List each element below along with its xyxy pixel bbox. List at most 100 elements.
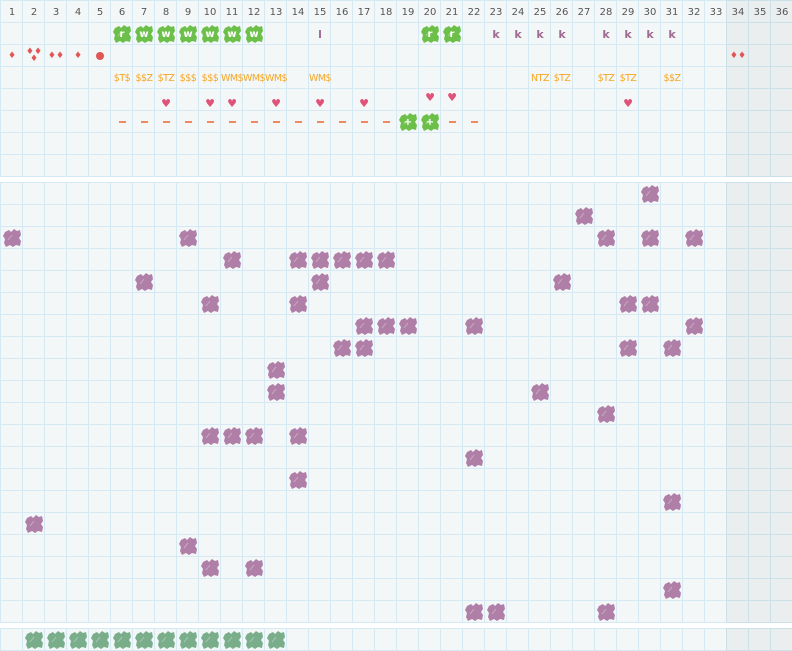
green-token[interactable]: w [155, 23, 177, 45]
letter-marker[interactable]: k [536, 27, 544, 41]
purple-blob[interactable] [595, 601, 617, 623]
green-token[interactable]: w [221, 23, 243, 45]
purple-blob[interactable] [243, 557, 265, 579]
teal-blob[interactable] [243, 629, 265, 651]
heart-icon[interactable]: ♥ [271, 97, 281, 110]
purple-blob[interactable] [287, 425, 309, 447]
purple-blob[interactable] [551, 271, 573, 293]
purple-blob[interactable] [287, 293, 309, 315]
heart-icon[interactable]: ♥ [161, 97, 171, 110]
purple-blob[interactable] [353, 249, 375, 271]
purple-blob[interactable] [661, 337, 683, 359]
purple-blob[interactable] [331, 249, 353, 271]
letter-marker[interactable]: k [646, 27, 654, 41]
purple-blob[interactable] [309, 249, 331, 271]
purple-blob[interactable] [595, 403, 617, 425]
purple-blob[interactable] [463, 447, 485, 469]
purple-blob[interactable] [485, 601, 507, 623]
letter-marker[interactable]: k [558, 27, 566, 41]
purple-blob-icon [222, 250, 242, 270]
heart-icon[interactable]: ♥ [425, 91, 435, 104]
purple-blob[interactable] [375, 249, 397, 271]
purple-blob-icon [662, 338, 682, 358]
purple-blob[interactable] [265, 359, 287, 381]
purple-blob[interactable] [639, 227, 661, 249]
purple-blob[interactable] [661, 579, 683, 601]
letter-marker[interactable]: k [668, 27, 676, 41]
purple-blob-icon [200, 294, 220, 314]
teal-blob[interactable] [133, 629, 155, 651]
purple-blob[interactable] [617, 293, 639, 315]
teal-blob[interactable] [177, 629, 199, 651]
teal-blob[interactable] [23, 629, 45, 651]
teal-blob[interactable] [221, 629, 243, 651]
heart-icon[interactable]: ♥ [227, 97, 237, 110]
purple-blob[interactable] [617, 337, 639, 359]
letter-marker[interactable]: k [514, 27, 522, 41]
purple-blob[interactable] [133, 271, 155, 293]
teal-blob[interactable] [67, 629, 89, 651]
purple-blob[interactable] [243, 425, 265, 447]
tag-label: $TZ [619, 72, 637, 84]
purple-blob-icon [310, 272, 330, 292]
column-header: 5 [96, 6, 104, 18]
purple-blob[interactable] [177, 227, 199, 249]
purple-blob[interactable] [683, 227, 705, 249]
purple-blob[interactable] [463, 601, 485, 623]
purple-blob[interactable] [353, 337, 375, 359]
purple-blob[interactable] [573, 205, 595, 227]
purple-blob[interactable] [331, 337, 353, 359]
purple-blob[interactable] [199, 293, 221, 315]
green-token[interactable]: w [243, 23, 265, 45]
inactive-columns [726, 628, 792, 651]
heart-icon[interactable]: ♥ [359, 97, 369, 110]
purple-blob[interactable] [23, 513, 45, 535]
letter-marker[interactable]: k [624, 27, 632, 41]
plus-token[interactable]: + [419, 111, 441, 133]
green-token[interactable]: r [419, 23, 441, 45]
dash-marker [463, 111, 485, 133]
teal-blob[interactable] [199, 629, 221, 651]
purple-blob[interactable] [595, 227, 617, 249]
purple-blob[interactable] [375, 315, 397, 337]
green-token[interactable]: w [133, 23, 155, 45]
purple-blob[interactable] [221, 249, 243, 271]
purple-blob[interactable] [309, 271, 331, 293]
purple-blob[interactable] [287, 249, 309, 271]
green-token[interactable]: w [177, 23, 199, 45]
purple-blob[interactable] [221, 425, 243, 447]
purple-blob-icon [200, 426, 220, 446]
green-token[interactable]: r [111, 23, 133, 45]
teal-blob[interactable] [155, 629, 177, 651]
teal-blob[interactable] [265, 629, 287, 651]
green-token[interactable]: r [441, 23, 463, 45]
letter-marker[interactable]: k [492, 27, 500, 41]
purple-blob[interactable] [177, 535, 199, 557]
purple-blob[interactable] [639, 293, 661, 315]
dash-marker [221, 111, 243, 133]
purple-blob[interactable] [199, 557, 221, 579]
heart-icon[interactable]: ♥ [447, 91, 457, 104]
purple-blob[interactable] [639, 183, 661, 205]
purple-blob[interactable] [353, 315, 375, 337]
purple-blob[interactable] [683, 315, 705, 337]
letter-marker[interactable]: k [602, 27, 610, 41]
purple-blob[interactable] [287, 469, 309, 491]
purple-blob[interactable] [1, 227, 23, 249]
purple-blob[interactable] [529, 381, 551, 403]
green-token[interactable]: w [199, 23, 221, 45]
token-label: w [139, 28, 149, 40]
letter-marker[interactable]: l [318, 27, 322, 41]
purple-blob[interactable] [661, 491, 683, 513]
heart-icon[interactable]: ♥ [315, 97, 325, 110]
teal-blob[interactable] [89, 629, 111, 651]
plus-token[interactable]: + [397, 111, 419, 133]
teal-blob[interactable] [111, 629, 133, 651]
purple-blob[interactable] [265, 381, 287, 403]
purple-blob[interactable] [397, 315, 419, 337]
heart-icon[interactable]: ♥ [623, 97, 633, 110]
heart-icon[interactable]: ♥ [205, 97, 215, 110]
purple-blob[interactable] [199, 425, 221, 447]
purple-blob[interactable] [463, 315, 485, 337]
teal-blob[interactable] [45, 629, 67, 651]
